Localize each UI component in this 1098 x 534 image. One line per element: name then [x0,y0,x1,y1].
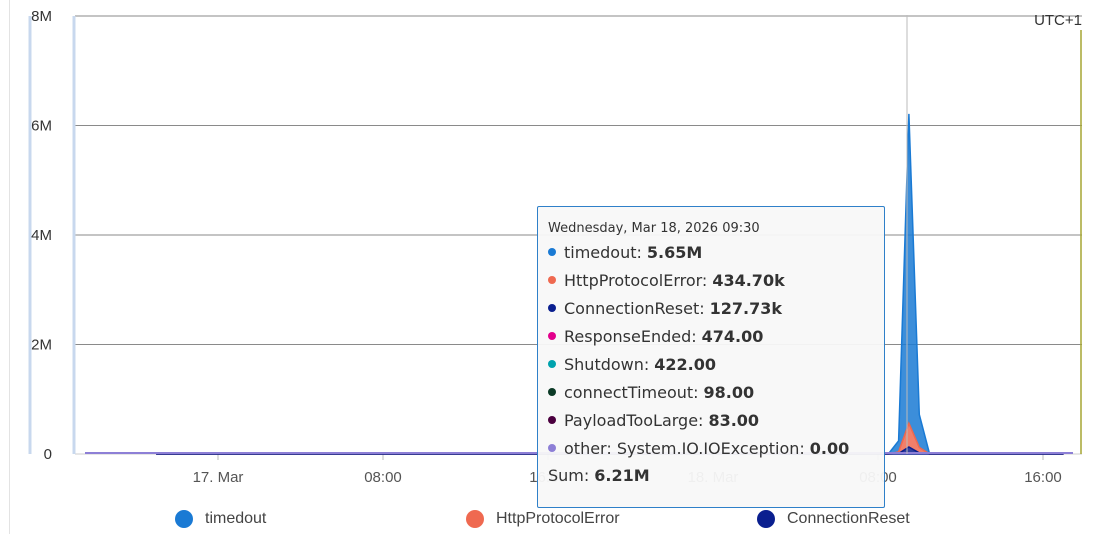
tooltip-series-value: 0.00 [809,438,850,458]
tooltip-series-dot [548,304,556,312]
legend-item-HttpProtocolError[interactable]: HttpProtocolError [466,510,620,528]
tooltip-row: PayloadTooLarge: 83.00 [548,406,874,434]
tooltip-row: Shutdown: 422.00 [548,350,874,378]
tooltip-series-name: ConnectionReset: [564,298,705,318]
tooltip-series-value: 434.70k [712,270,785,290]
tooltip-sum-label: Sum: [548,466,590,485]
legend-dot [175,510,193,528]
legend-item-timedout[interactable]: timedout [175,510,266,528]
tooltip-date: Wednesday, Mar 18, 2026 09:30 [548,221,760,236]
x-tick-label: 16:00 [1024,469,1062,486]
y-tick-label: 2M [31,337,52,354]
tooltip-series-dot [548,332,556,340]
tooltip-sum-value: 6.21M [594,466,650,485]
legend-label: ConnectionReset [787,510,910,527]
tooltip-series-dot [548,388,556,396]
tooltip-series-name: ResponseEnded: [564,326,697,346]
chart-tooltip: Wednesday, Mar 18, 2026 09:30 timedout: 5… [537,206,885,508]
tooltip-series-name: timedout: [564,242,642,262]
y-tick-label: 4M [31,227,52,244]
tooltip-row: HttpProtocolError: 434.70k [548,266,874,294]
tooltip-series-value: 98.00 [703,382,755,402]
legend-dot [466,510,484,528]
tooltip-series-value: 83.00 [708,410,760,430]
tooltip-row: ResponseEnded: 474.00 [548,322,874,350]
legend-dot [757,510,775,528]
tooltip-row: connectTimeout: 98.00 [548,378,874,406]
tooltip-series-name: connectTimeout: [564,382,699,402]
y-tick-label: 6M [31,118,52,135]
x-tick-label: 17. Mar [193,469,244,486]
tooltip-series-value: 422.00 [654,354,717,374]
tooltip-series-value: 474.00 [701,326,764,346]
tooltip-row: timedout: 5.65M [548,238,874,266]
tooltip-series-dot [548,416,556,424]
y-tick-label: 0 [44,446,52,463]
tooltip-series-name: HttpProtocolError: [564,270,708,290]
tooltip-series-dot [548,276,556,284]
frame-divider [9,0,10,534]
legend-label: HttpProtocolError [496,510,620,527]
tooltip-series-dot [548,248,556,256]
tooltip-series-value: 5.65M [646,242,703,262]
x-tick-label: 08:00 [364,469,402,486]
tooltip-series-value: 127.73k [709,298,783,318]
legend-label: timedout [205,510,267,527]
legend-item-ConnectionReset[interactable]: ConnectionReset [757,510,910,528]
timezone-label: UTC+1 [1034,12,1082,29]
tooltip-series-dot [548,444,556,452]
y-axis-ticks: 0 2M 4M 6M 8M [31,8,52,463]
tooltip-row: ConnectionReset: 127.73k [548,294,874,322]
y-tick-label: 8M [31,8,52,25]
tooltip-rows: timedout: 5.65M HttpProtocolError: 434.70k C… [548,238,874,462]
tooltip-row: other: System.IO.IOException: 0.00 [548,434,874,462]
tooltip-series-dot [548,360,556,368]
tooltip-sum: Sum: 6.21M [548,466,874,485]
tooltip-series-name: Shutdown: [564,354,650,374]
tooltip-series-name: PayloadTooLarge: [564,410,704,430]
tooltip-series-name: other: System.IO.IOException: [564,438,805,458]
